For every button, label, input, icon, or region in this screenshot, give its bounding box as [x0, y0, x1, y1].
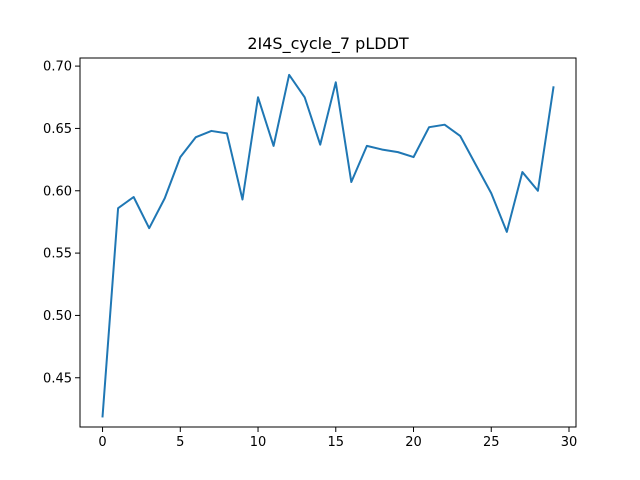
x-axis-ticks: 0 5 10 15 20 25 30 — [98, 427, 577, 450]
y-tick-label: 0.65 — [43, 122, 72, 137]
y-tick-label: 0.60 — [43, 184, 72, 199]
x-tick-label: 0 — [98, 435, 106, 450]
series-line — [101, 73, 555, 418]
y-tick-label: 0.55 — [43, 247, 72, 262]
series-group — [101, 73, 555, 418]
x-tick-label: 15 — [328, 435, 345, 450]
x-tick-label: 10 — [250, 435, 267, 450]
y-tick-label: 0.50 — [43, 309, 72, 324]
y-axis-ticks: 0.45 0.50 0.55 0.60 0.65 0.70 — [43, 60, 80, 386]
plot-area — [80, 58, 576, 427]
plot-frame — [79, 57, 577, 428]
x-tick-label: 20 — [405, 435, 422, 450]
x-tick-label: 5 — [176, 435, 184, 450]
x-tick-label: 30 — [561, 435, 578, 450]
x-tick-label: 25 — [483, 435, 500, 450]
chart-title: 2I4S_cycle_7 pLDDT — [247, 34, 409, 54]
y-tick-label: 0.70 — [43, 60, 72, 75]
y-tick-label: 0.45 — [43, 371, 72, 386]
